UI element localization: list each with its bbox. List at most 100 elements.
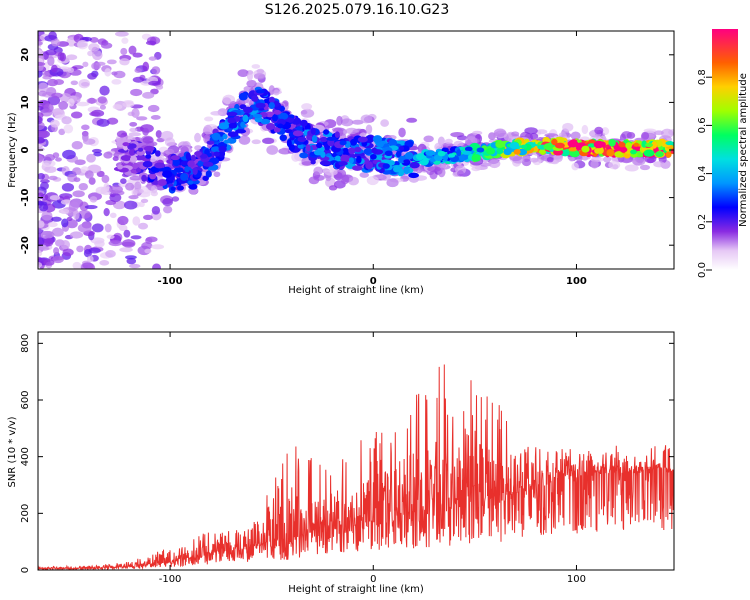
heatmap-cell <box>351 119 364 125</box>
heatmap-cell <box>121 239 136 248</box>
heatmap-cell <box>546 156 554 163</box>
heatmap-cell <box>145 40 157 46</box>
heatmap-cell <box>513 148 521 155</box>
heatmap-cell <box>148 80 161 86</box>
heatmap-cell <box>151 66 161 75</box>
heatmap-cell <box>128 143 137 149</box>
heatmap-cell <box>223 139 231 144</box>
heatmap-cell <box>91 62 101 70</box>
heatmap-cell <box>382 163 390 169</box>
heatmap-cell <box>57 51 65 61</box>
heatmap-cell <box>38 154 44 164</box>
heatmap-cell <box>129 175 142 181</box>
heatmap-cell <box>126 257 137 265</box>
heatmap-cell <box>70 111 83 119</box>
heatmap-cell <box>271 114 279 122</box>
heatmap-cell <box>73 177 81 183</box>
heatmap-ytick-label: -20 <box>20 236 31 254</box>
heatmap-cell <box>119 58 130 66</box>
heatmap-cell <box>535 129 548 135</box>
snr-plot-area <box>38 364 674 570</box>
heatmap-cell <box>581 124 589 135</box>
heatmap-cell <box>81 81 90 87</box>
heatmap-cell <box>554 142 565 149</box>
heatmap-cell <box>296 126 303 131</box>
heatmap-cell <box>111 79 122 85</box>
heatmap-cell <box>356 155 362 164</box>
heatmap-cell <box>406 117 418 123</box>
heatmap-cell <box>38 220 45 228</box>
heatmap-cell <box>154 162 165 169</box>
heatmap-cell <box>643 149 655 157</box>
heatmap-cell <box>255 102 266 109</box>
heatmap-cell <box>99 260 110 266</box>
heatmap-cell <box>392 166 401 173</box>
heatmap-cell <box>665 141 674 146</box>
heatmap-cell <box>336 115 343 126</box>
heatmap-cell <box>162 170 173 178</box>
heatmap-cell <box>416 153 425 161</box>
heatmap-cell <box>395 150 402 158</box>
heatmap-cell <box>114 31 129 37</box>
heatmap-cell <box>339 154 351 163</box>
heatmap-cell <box>109 212 117 219</box>
heatmap-cell <box>38 82 49 93</box>
colorbar-tick-label: 0.0 <box>697 262 708 278</box>
heatmap-cell <box>310 127 316 135</box>
heatmap-cell <box>125 182 135 191</box>
heatmap-cell <box>384 150 393 157</box>
heatmap-cell <box>99 104 106 110</box>
heatmap-cell <box>38 105 44 111</box>
heatmap-xtick-label: 100 <box>566 276 587 287</box>
heatmap-cell <box>529 132 539 140</box>
heatmap-cell <box>91 223 104 233</box>
heatmap-cell <box>238 135 251 145</box>
heatmap-cell <box>155 130 162 138</box>
heatmap-cell <box>279 134 288 142</box>
heatmap-cell <box>568 147 578 152</box>
heatmap-cell <box>172 158 180 167</box>
colorbar-tick-label: 0.2 <box>697 214 708 230</box>
heatmap-cell <box>137 147 144 152</box>
heatmap-cell <box>87 50 94 57</box>
heatmap-cell <box>152 263 161 269</box>
heatmap-cell <box>87 255 94 263</box>
heatmap-cell <box>299 119 308 127</box>
heatmap-cell <box>41 211 53 221</box>
heatmap-cell <box>192 167 198 175</box>
heatmap-cell <box>357 136 368 143</box>
heatmap-cell <box>157 179 167 186</box>
heatmap-cell <box>120 47 128 56</box>
heatmap-cell <box>96 118 110 127</box>
heatmap-cell <box>132 76 145 83</box>
heatmap-cell <box>38 69 43 78</box>
heatmap-cell <box>380 119 389 127</box>
heatmap-cell <box>129 156 138 163</box>
heatmap-cell <box>256 68 265 74</box>
heatmap-cell <box>286 139 292 148</box>
heatmap-cell <box>240 121 246 128</box>
heatmap-cell <box>150 115 161 120</box>
heatmap-cell <box>621 131 632 139</box>
heatmap-cell <box>273 109 282 115</box>
heatmap-cell <box>311 134 318 143</box>
heatmap-cell <box>242 114 249 123</box>
heatmap-cell <box>94 240 105 248</box>
heatmap-cell <box>67 98 75 107</box>
heatmap-cell <box>503 133 510 141</box>
snr-xtick-label: 0 <box>370 574 376 585</box>
heatmap-cell <box>260 118 271 125</box>
heatmap-cell <box>41 160 56 168</box>
heatmap-cell <box>68 201 79 212</box>
heatmap-cell <box>310 159 316 165</box>
heatmap-cell <box>462 150 472 155</box>
heatmap-cell <box>243 106 253 114</box>
heatmap-cell <box>38 61 46 67</box>
heatmap-cell <box>530 157 539 163</box>
heatmap-cell <box>160 130 174 141</box>
heatmap-cell <box>567 140 579 148</box>
heatmap-cell <box>47 221 58 228</box>
heatmap-cell <box>50 38 60 47</box>
heatmap-cell <box>273 89 280 96</box>
